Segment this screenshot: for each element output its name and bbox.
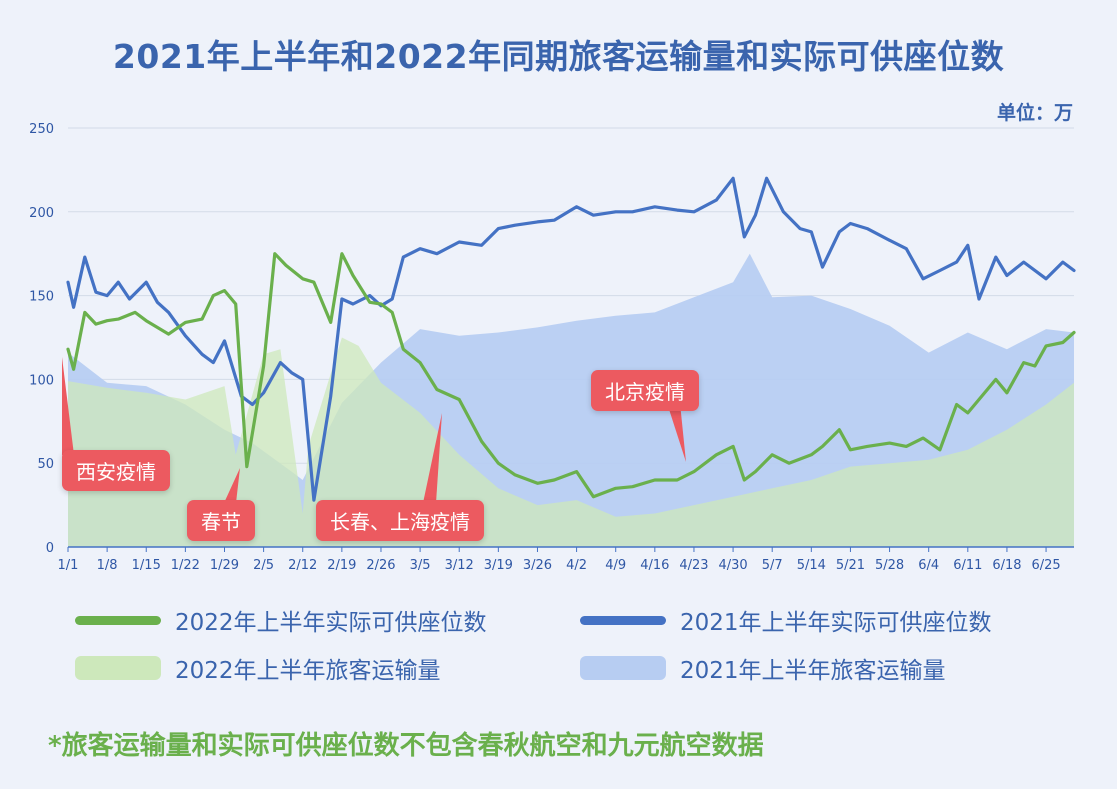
x-tick-label: 2/12 [288, 558, 317, 573]
x-tick-label: 4/16 [640, 558, 669, 573]
x-tick-label: 4/30 [718, 558, 747, 573]
x-tick-label: 1/22 [171, 558, 200, 573]
x-tick-label: 1/29 [210, 558, 239, 573]
x-tick-label: 5/28 [875, 558, 904, 573]
x-tick-label: 6/25 [1031, 558, 1060, 573]
legend-label: 2021年上半年实际可供座位数 [680, 610, 992, 636]
x-tick-label: 6/11 [953, 558, 982, 573]
x-tick-label: 4/9 [605, 558, 626, 573]
footnote: *旅客运输量和实际可供座位数不包含春秋航空和九元航空数据 [48, 731, 764, 761]
annotation-spring-festival: 春节 [187, 500, 255, 541]
line-series [66, 252, 1076, 499]
annotation-beijing: 北京疫情 [591, 370, 699, 411]
annotation-tail [224, 468, 240, 503]
x-tick-label: 5/7 [762, 558, 783, 573]
annotation-pointers [62, 357, 686, 503]
legend-label: 2021年上半年旅客运输量 [680, 658, 946, 684]
y-tick-label: 100 [29, 373, 54, 388]
chart-title: 2021年上半年和2022年同期旅客运输量和实际可供座位数 [112, 37, 1005, 76]
line-series [66, 176, 1076, 502]
y-tick-label: 150 [29, 290, 54, 305]
x-axis: 1/1 1/8 1/15 1/22 1/29 2/5 2/12 2/19 2/26 3/5 3/12… [58, 546, 1074, 573]
y-tick-label: 200 [29, 206, 54, 221]
legend-swatch [580, 656, 666, 680]
legend-item-2022-seats: 2022年上半年实际可供座位数 [75, 600, 487, 640]
chart-svg: 0 50 100 150 200 250 1/1 1/8 1/15 1/22 1/29 2/5 2/1… [29, 122, 1076, 573]
legend-label: 2022年上半年实际可供座位数 [175, 610, 487, 636]
x-tick-label: 3/19 [484, 558, 513, 573]
legend-swatch [580, 615, 666, 625]
annotation-tail [667, 403, 686, 462]
annotation-tail [423, 413, 442, 503]
annotation-tail [62, 357, 74, 455]
x-tick-label: 6/4 [918, 558, 939, 573]
y-tick-label: 250 [29, 122, 54, 137]
x-tick-label: 5/14 [797, 558, 826, 573]
x-tick-label: 1/8 [97, 558, 118, 573]
legend-swatch [75, 656, 161, 680]
y-tick-label: 0 [46, 541, 54, 556]
x-tick-label: 5/21 [836, 558, 865, 573]
legend-label: 2022年上半年旅客运输量 [175, 658, 441, 684]
annotation-xian: 西安疫情 [62, 450, 170, 491]
x-tick-label: 3/5 [410, 558, 431, 573]
chart-lines [66, 176, 1076, 502]
x-tick-label: 2/26 [366, 558, 395, 573]
x-tick-label: 1/1 [58, 558, 79, 573]
y-axis: 0 50 100 150 200 250 [29, 122, 54, 556]
x-tick-label: 3/12 [445, 558, 474, 573]
x-tick-label: 1/15 [132, 558, 161, 573]
y-tick-label: 50 [37, 457, 54, 472]
annotation-changchun-shanghai: 长春、上海疫情 [316, 500, 484, 541]
legend-item-2021-seats: 2021年上半年实际可供座位数 [580, 600, 992, 640]
legend-swatch [75, 615, 161, 625]
legend-item-2021-passengers: 2021年上半年旅客运输量 [580, 648, 946, 688]
x-tick-label: 3/26 [523, 558, 552, 573]
unit-label: 单位：万 [996, 102, 1073, 124]
x-tick-label: 2/5 [253, 558, 274, 573]
legend-item-2022-passengers: 2022年上半年旅客运输量 [75, 648, 441, 688]
x-tick-label: 4/2 [566, 558, 587, 573]
x-tick-label: 4/23 [679, 558, 708, 573]
area-series [68, 337, 1074, 547]
x-tick-label: 6/18 [992, 558, 1021, 573]
x-tick-label: 2/19 [327, 558, 356, 573]
